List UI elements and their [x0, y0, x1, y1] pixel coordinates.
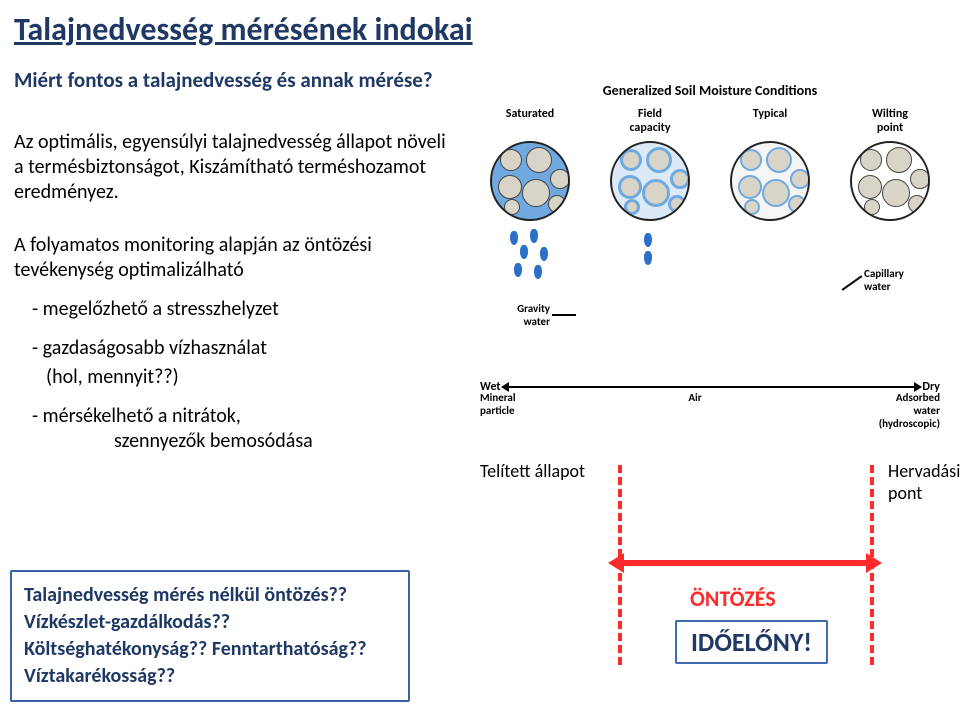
soil-saturated-icon — [490, 141, 570, 221]
ontozes-label: ÖNTÖZÉS — [690, 585, 776, 612]
col-typical: Typical — [715, 107, 825, 221]
col-label-wilting: Wilting point — [872, 107, 908, 137]
paragraph-1: Az optimális, egyensúlyi talajnedvesség … — [14, 130, 454, 205]
col-wilting: Wilting point — [835, 107, 945, 221]
drip-saturated — [490, 227, 570, 287]
diagram-bottom-labels: Mineral particle Air Adsorbed water (hyd… — [470, 391, 950, 430]
bullet-3a: - mérsékelhető a nitrátok, — [32, 404, 454, 429]
range-label-left: Telített állapot — [480, 460, 585, 482]
page-title: Talajnedvesség mérésének indokai — [0, 0, 960, 53]
paragraph-2: A folyamatos monitoring alapján az öntöz… — [14, 233, 454, 283]
diagram-title: Generalized Soil Moisture Conditions — [470, 82, 950, 99]
soil-wilting-icon — [850, 141, 930, 221]
bullet-3b: szennyezők bemosódása — [114, 429, 454, 454]
bullet-2-sub: (hol, mennyit??) — [46, 365, 454, 390]
highlight-box: Talajnedvesség mérés nélkül öntözés?? Ví… — [10, 570, 410, 702]
col-label-fc: Field capacity — [629, 107, 670, 137]
range-label-right: Hervadási pont — [888, 460, 960, 504]
col-label-typical: Typical — [753, 107, 787, 137]
gravity-line-icon — [552, 314, 576, 316]
soil-fc-icon — [610, 141, 690, 221]
air-label: Air — [675, 391, 715, 430]
idoelony-box: IDŐELŐNY! — [675, 620, 828, 664]
col-saturated: Saturated — [475, 107, 585, 287]
col-field-capacity: Field capacity — [595, 107, 705, 287]
capillary-water-label: Capillary water — [864, 267, 934, 293]
soil-moisture-diagram: Generalized Soil Moisture Conditions Sat… — [470, 82, 950, 442]
range-diagram: Telített állapot Hervadási pont ÖNTÖZÉS … — [480, 465, 940, 675]
col-label-saturated: Saturated — [506, 107, 554, 137]
mineral-particle-label: Mineral particle — [480, 391, 540, 430]
gravity-water-label: Gravity water — [470, 302, 550, 328]
adsorbed-water-label: Adsorbed water (hydroscopic) — [850, 391, 940, 430]
drip-fc — [610, 227, 690, 287]
left-column: Az optimális, egyensúlyi talajnedvesség … — [14, 130, 454, 468]
range-arrow-icon — [622, 560, 868, 566]
soil-typical-icon — [730, 141, 810, 221]
wet-dry-line-icon — [507, 386, 917, 388]
bullet-1: - megelőzhető a stresszhelyzet — [32, 297, 454, 322]
bullet-2: - gazdaságosabb vízhasználat — [32, 336, 454, 361]
